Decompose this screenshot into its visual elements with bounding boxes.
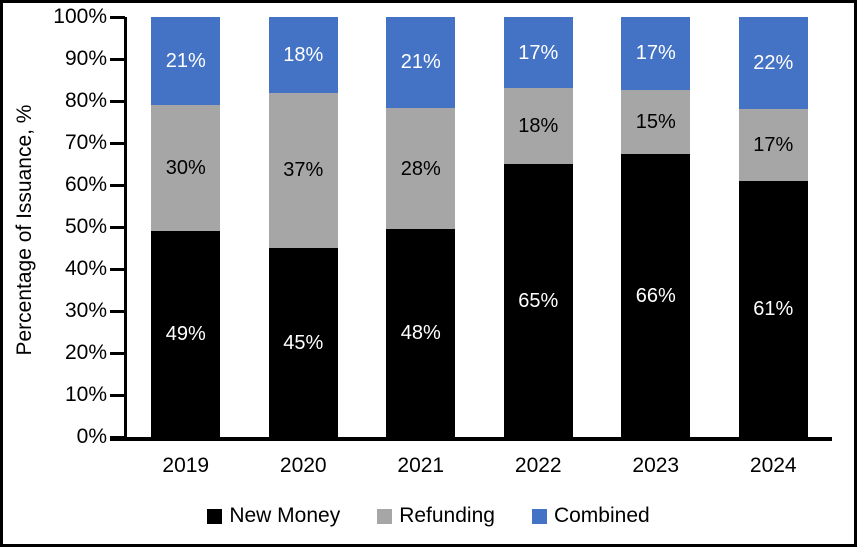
bar-segment-refunding: 18% — [503, 88, 573, 164]
legend-swatch-icon — [207, 508, 223, 524]
bar-segment-refunding: 15% — [621, 89, 691, 155]
y-tick-label: 60% — [64, 173, 107, 196]
x-axis-label: 2019 — [162, 454, 210, 477]
y-tick-mark — [110, 393, 125, 397]
y-tick-label: 80% — [64, 89, 107, 112]
y-tick-label: 90% — [64, 47, 107, 70]
data-label: 37% — [283, 159, 324, 182]
y-tick-mark — [110, 225, 125, 229]
data-label: 17% — [518, 41, 559, 64]
stacked-bar-2023: 66% 15% 17% — [621, 17, 691, 437]
y-tick-mark — [110, 141, 125, 145]
legend-swatch-icon — [531, 508, 547, 524]
data-label: 18% — [283, 43, 324, 66]
y-tick-label: 20% — [64, 341, 107, 364]
data-label: 49% — [165, 323, 206, 346]
x-axis-label: 2023 — [632, 454, 680, 477]
data-label: 22% — [753, 52, 794, 75]
y-tick-label: 0% — [76, 425, 107, 448]
y-tick-label: 70% — [64, 131, 107, 154]
bar-segment-new-money: 66% — [621, 154, 691, 437]
legend-label: Combined — [553, 504, 650, 527]
data-label: 18% — [518, 115, 559, 138]
stacked-bar-chart: Percentage of Issuance, % 0% 10% 20% 30% 40%… — [3, 3, 854, 544]
y-tick-label: 10% — [64, 383, 107, 406]
bar-segment-new-money: 48% — [386, 229, 456, 437]
x-axis-labels: 2019 2020 2021 2022 2023 2024 — [127, 453, 832, 479]
data-label: 21% — [165, 50, 206, 73]
bar-slot: 45% 37% 18% — [245, 17, 363, 437]
data-label: 17% — [635, 42, 676, 65]
bar-segment-new-money: 45% — [268, 248, 338, 437]
legend-item-new-money: New Money — [207, 504, 340, 528]
bar-slot: 49% 30% 21% — [127, 17, 245, 437]
y-tick-mark — [110, 267, 125, 271]
bar-segment-refunding: 17% — [738, 109, 808, 181]
legend-swatch-icon — [377, 508, 393, 524]
bar-segment-refunding: 30% — [151, 105, 221, 232]
data-label: 66% — [635, 284, 676, 307]
y-axis-line — [124, 17, 127, 441]
bar-slot: 48% 28% 21% — [362, 17, 480, 437]
legend: New Money Refunding Combined — [3, 502, 854, 530]
data-label: 48% — [400, 322, 441, 345]
bar-segment-combined: 18% — [268, 17, 338, 93]
bar-segment-refunding: 37% — [268, 92, 338, 248]
x-axis-label: 2020 — [279, 454, 327, 477]
bar-segment-combined: 21% — [386, 17, 456, 108]
plot-area: 49% 30% 21% 45% 37% 18% 48% 28% 21% 65% 18% 17% 66% 1… — [127, 17, 832, 437]
y-tick-mark — [110, 351, 125, 355]
y-tick-label: 40% — [64, 257, 107, 280]
data-label: 30% — [165, 157, 206, 180]
x-axis-label: 2022 — [514, 454, 562, 477]
stacked-bar-2019: 49% 30% 21% — [151, 17, 221, 437]
bar-segment-new-money: 61% — [738, 180, 808, 437]
x-axis-label: 2024 — [749, 454, 797, 477]
y-tick-label: 30% — [64, 299, 107, 322]
legend-label: New Money — [229, 504, 341, 527]
bar-slot: 65% 18% 17% — [480, 17, 598, 437]
y-tick-mark — [110, 183, 125, 187]
y-tick-label: 50% — [64, 215, 107, 238]
y-tick-mark — [110, 99, 125, 103]
bar-slot: 66% 15% 17% — [597, 17, 715, 437]
y-tick-label: 100% — [53, 5, 107, 28]
legend-item-refunding: Refunding — [377, 504, 495, 528]
y-tick-mark — [110, 309, 125, 313]
bar-segment-new-money: 65% — [503, 164, 573, 437]
data-label: 61% — [753, 297, 794, 320]
bar-segment-refunding: 28% — [386, 107, 456, 230]
stacked-bar-2024: 61% 17% 22% — [738, 17, 808, 437]
bar-segment-combined: 17% — [503, 17, 573, 89]
bar-segment-new-money: 49% — [151, 231, 221, 437]
bar-slot: 61% 17% 22% — [715, 17, 833, 437]
stacked-bar-2022: 65% 18% 17% — [503, 17, 573, 437]
y-tick-mark — [110, 57, 125, 61]
stacked-bar-2020: 45% 37% 18% — [268, 17, 338, 437]
x-axis-label: 2021 — [397, 454, 445, 477]
bar-segment-combined: 22% — [738, 17, 808, 110]
bar-segment-combined: 17% — [621, 17, 691, 90]
stacked-bar-2021: 48% 28% 21% — [386, 17, 456, 437]
data-label: 45% — [283, 331, 324, 354]
y-tick-mark — [110, 15, 125, 19]
data-label: 65% — [518, 289, 559, 312]
data-label: 21% — [400, 51, 441, 74]
legend-item-combined: Combined — [531, 504, 650, 528]
data-label: 28% — [400, 157, 441, 180]
legend-label: Refunding — [399, 504, 495, 527]
x-axis-line — [110, 437, 832, 441]
data-label: 17% — [753, 134, 794, 157]
bar-segment-combined: 21% — [151, 17, 221, 106]
data-label: 15% — [635, 111, 676, 134]
